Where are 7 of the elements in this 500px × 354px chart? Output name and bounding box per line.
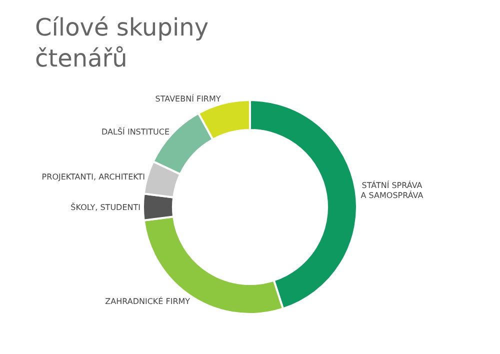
slice-label: ŠKOLY, STUDENTI — [70, 202, 140, 212]
slice-label: STAVEBNÍ FIRMY — [155, 94, 221, 104]
slice-label: PROJEKTANTI, ARCHITEKTI — [42, 172, 145, 182]
slice-label: DALŠÍ INSTITUCE — [102, 126, 170, 136]
slice-label: ZAHRADNICKÉ FIRMY — [105, 296, 190, 306]
slice-label: STÁTNÍ SPRÁVA A SAMOSPRÁVA — [360, 180, 424, 200]
chart-title: Cílové skupiny čtenářů — [35, 13, 209, 73]
